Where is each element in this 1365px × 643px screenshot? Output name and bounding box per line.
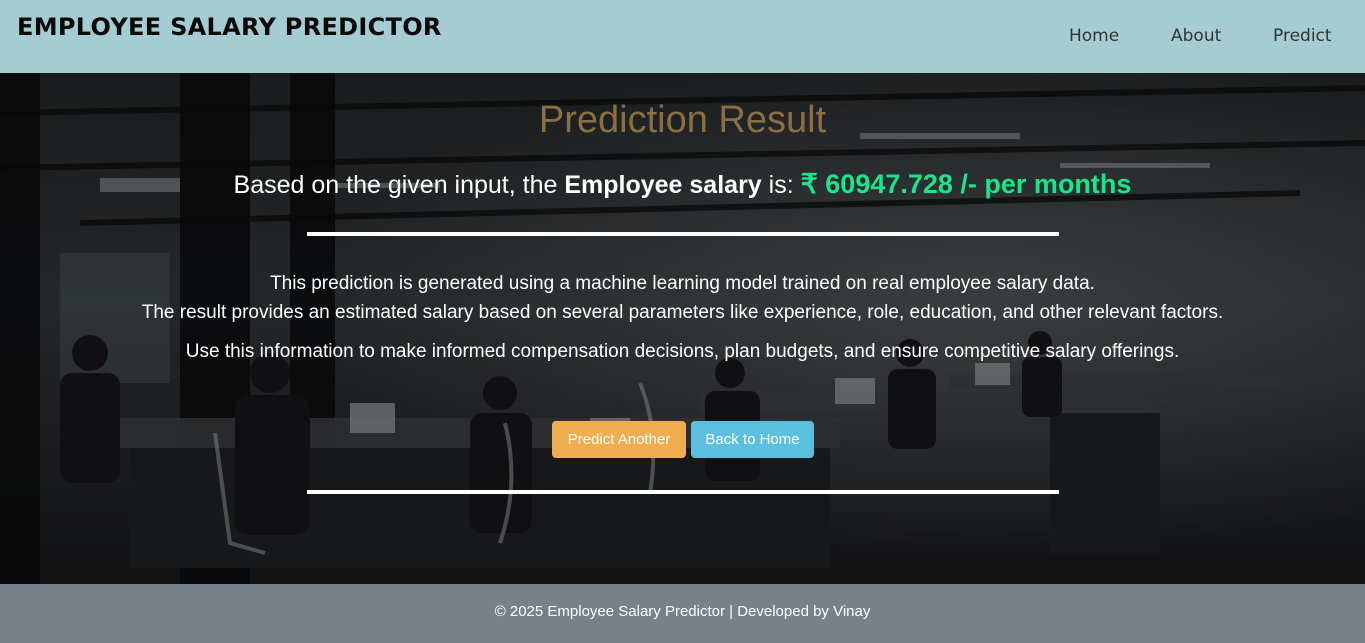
result-bold-label: Employee salary xyxy=(564,171,762,199)
footer: © 2025 Employee Salary Predictor | Devel… xyxy=(0,584,1365,643)
hero-overlay xyxy=(0,73,1365,584)
hero-section: Prediction Result Based on the given inp… xyxy=(0,73,1365,584)
description-line-1: This prediction is generated using a mac… xyxy=(270,273,1095,294)
salary-value: ₹ 60947.728 /- per months xyxy=(800,169,1132,199)
divider-top xyxy=(307,232,1059,236)
footer-text: © 2025 Employee Salary Predictor | Devel… xyxy=(494,603,871,620)
office-photo-background xyxy=(0,73,1365,584)
description-line-3: Use this information to make informed co… xyxy=(185,341,1180,362)
nav-link-predict[interactable]: Predict xyxy=(1273,26,1332,46)
description-line-2: The result provides an estimated salary … xyxy=(141,302,1224,323)
result-intro: Based on the given input, the xyxy=(233,171,565,199)
nav-link-home[interactable]: Home xyxy=(1069,26,1120,46)
result-is-text: is: xyxy=(761,171,801,199)
back-to-home-button[interactable]: Back to Home xyxy=(691,421,814,458)
nav-link-about[interactable]: About xyxy=(1171,26,1222,46)
predict-another-button[interactable]: Predict Another xyxy=(552,421,686,458)
divider-bottom xyxy=(307,490,1059,494)
brand-title: EMPLOYEE SALARY PREDICTOR xyxy=(17,13,442,41)
page-title: Prediction Result xyxy=(538,99,827,141)
result-sentence: Based on the given input, the Employee s… xyxy=(0,169,1365,200)
navbar: EMPLOYEE SALARY PREDICTOR Home About Pre… xyxy=(0,0,1365,73)
